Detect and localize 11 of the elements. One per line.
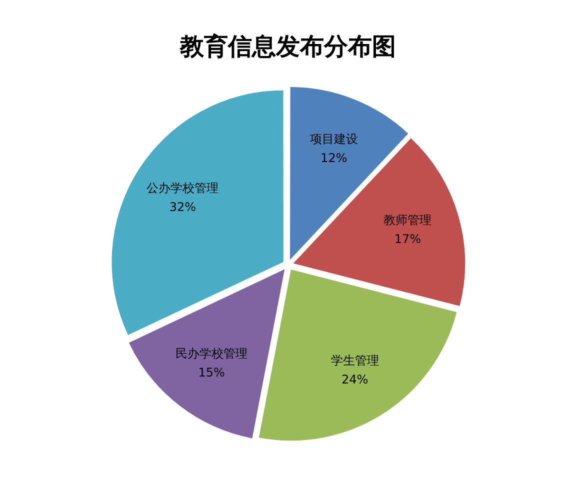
- data-label: 17%: [394, 232, 422, 246]
- data-label: 32%: [169, 200, 196, 214]
- slice-label: 民办学校管理: [176, 346, 248, 361]
- chart-title: 教育信息发布分布图: [179, 32, 396, 61]
- slice-label: 教师管理: [384, 213, 432, 228]
- data-label: 15%: [198, 366, 225, 380]
- slice-label: 学生管理: [330, 353, 379, 368]
- data-label: 24%: [341, 372, 368, 386]
- data-label: 12%: [320, 151, 348, 166]
- slice-label: 项目建设: [310, 132, 358, 146]
- slice-label: 公办学校管理: [146, 181, 219, 196]
